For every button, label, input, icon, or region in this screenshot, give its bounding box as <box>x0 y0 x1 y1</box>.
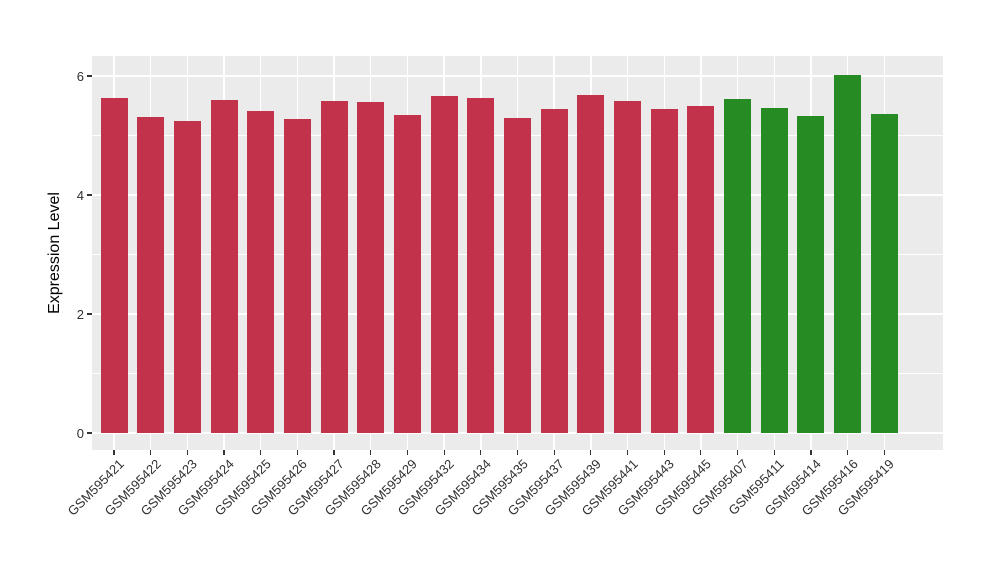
bar <box>283 118 311 433</box>
x-tick-mark <box>626 450 629 455</box>
x-tick-mark <box>223 450 225 455</box>
bar <box>467 98 495 433</box>
bar <box>870 114 898 433</box>
bar <box>100 98 128 433</box>
x-tick-mark <box>516 450 519 455</box>
x-tick-mark <box>736 450 739 455</box>
x-tick-mark <box>663 450 665 455</box>
x-tick-mark <box>773 450 775 455</box>
x-tick-mark <box>186 450 188 455</box>
x-tick-mark <box>260 450 262 455</box>
bar <box>320 100 348 433</box>
x-tick-mark <box>700 450 702 455</box>
y-axis-title: Expression Level <box>46 192 63 314</box>
x-tick-mark <box>113 450 115 455</box>
bar <box>430 95 458 433</box>
x-tick-mark <box>296 450 298 455</box>
bar <box>137 117 165 433</box>
y-tick-mark <box>87 432 92 434</box>
bar <box>247 110 275 433</box>
bar <box>210 99 238 433</box>
bar <box>504 118 531 433</box>
y-tick-label: 6 <box>76 68 84 84</box>
bar <box>577 95 605 433</box>
x-tick-mark <box>443 450 445 455</box>
x-tick-mark <box>810 450 812 455</box>
x-tick-mark <box>150 450 152 455</box>
x-tick-mark <box>370 450 372 455</box>
x-tick-mark <box>480 450 482 455</box>
bar <box>540 109 568 433</box>
y-tick-mark <box>87 75 92 77</box>
bar <box>393 115 421 433</box>
plot-panel <box>92 56 943 450</box>
bar <box>173 121 201 433</box>
bar <box>650 109 678 433</box>
y-tick-mark <box>87 313 92 315</box>
y-tick-label: 2 <box>76 306 84 322</box>
bar <box>724 99 752 433</box>
x-tick-mark <box>883 450 885 455</box>
x-tick-mark <box>553 450 555 455</box>
bar <box>357 101 385 433</box>
bar <box>687 105 715 433</box>
y-tick-label: 0 <box>76 425 84 441</box>
y-tick-mark <box>87 194 92 196</box>
bar <box>834 74 862 433</box>
bar <box>797 115 825 433</box>
x-tick-mark <box>333 450 335 455</box>
x-tick-mark <box>847 450 849 455</box>
bar <box>614 100 642 433</box>
bar <box>760 108 788 433</box>
x-tick-mark <box>590 450 592 455</box>
x-tick-mark <box>406 450 409 455</box>
y-tick-label: 4 <box>76 187 84 203</box>
